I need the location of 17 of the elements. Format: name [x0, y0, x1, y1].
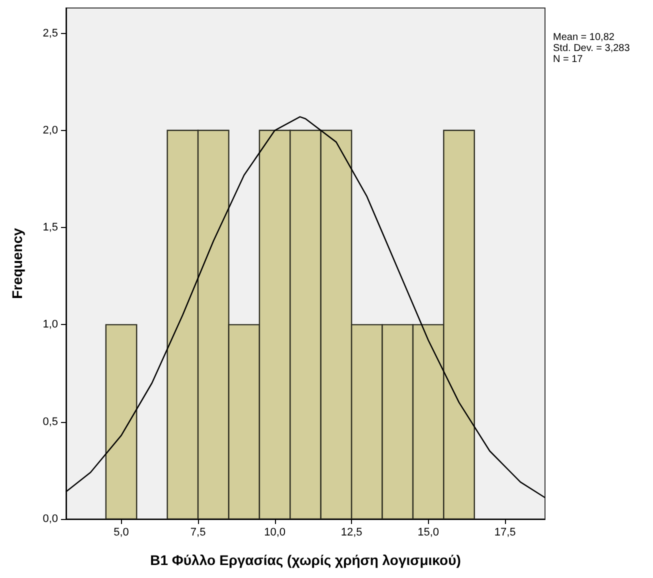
y-tick-label: 2,5	[42, 27, 58, 40]
text: N = 17	[553, 54, 584, 65]
text: Mean = 10,82	[553, 32, 616, 43]
x-tick-label: 12,5	[340, 526, 362, 538]
y-tick-label: 0,0	[42, 513, 58, 525]
text: Std. Dev. = 3,283	[553, 43, 630, 54]
y-tick-label: 1,0	[42, 318, 58, 331]
x-tick-label: 5,0	[114, 526, 129, 538]
y-axis-title: Frequency	[9, 228, 25, 299]
x-tick-label: 10,0	[264, 526, 286, 538]
y-tick-label: 2,0	[42, 124, 58, 136]
x-axis-title: B1 Φύλλο Εργασίας (χωρίς χρήση λογισμικού)	[150, 552, 461, 568]
x-tick-label: 7,5	[190, 526, 206, 538]
y-tick-label: 0,5	[42, 416, 58, 428]
x-tick-label: 17,5	[494, 526, 516, 538]
x-tick-label: 15,0	[418, 526, 440, 538]
y-tick-label: 1,5	[42, 222, 58, 234]
